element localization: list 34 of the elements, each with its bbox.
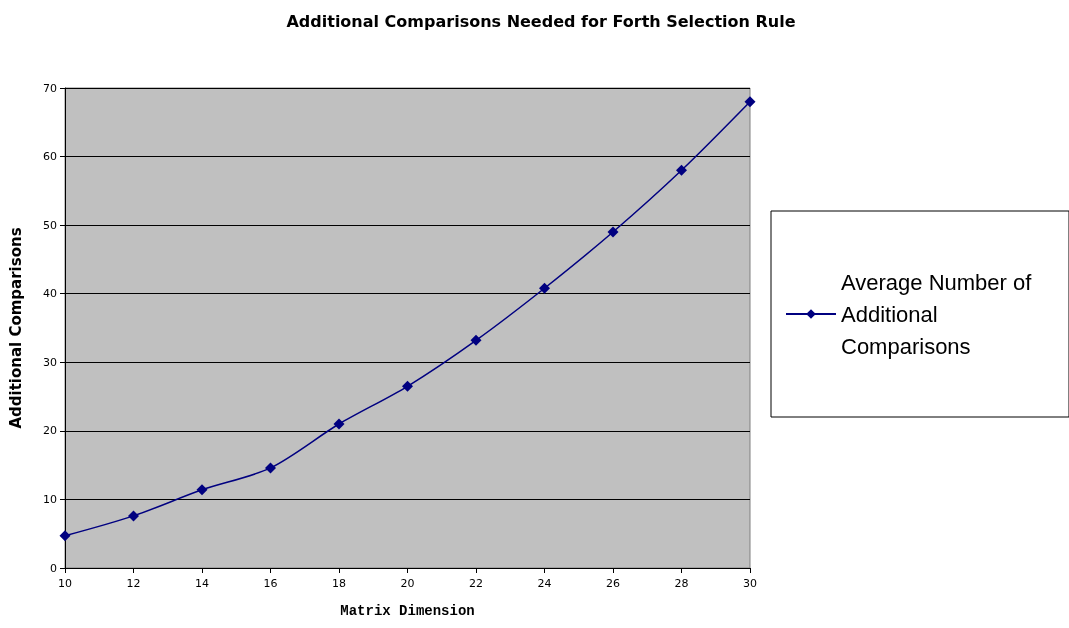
x-tick-label: 22 (469, 577, 483, 590)
x-tick-label: 18 (332, 577, 346, 590)
x-tick-label: 26 (606, 577, 620, 590)
y-tick-label: 30 (43, 355, 57, 369)
y-tick-label: 0 (50, 561, 57, 575)
x-axis-title: Matrix Dimension (340, 603, 475, 619)
y-tick-label: 50 (43, 218, 57, 232)
y-tick-label: 60 (43, 150, 57, 164)
y-tick-label: 40 (43, 287, 57, 301)
point (402, 380, 413, 392)
point (539, 282, 550, 294)
x-tick-label: 12 (126, 577, 141, 590)
legend-label: Average Number of Additional Comparisons (841, 269, 1038, 359)
x-tick-label: 16 (263, 577, 278, 590)
y-axis-title: Additional Comparisons (6, 227, 25, 429)
chart-title: Additional Comparisons Needed for Forth Selection Rule (286, 11, 796, 31)
x-tick-label: 24 (537, 577, 552, 590)
x-tick-label: 30 (743, 577, 757, 590)
point (607, 226, 619, 238)
y-tick-label: 70 (43, 81, 57, 95)
x-tick-label: 28 (674, 577, 689, 590)
point (333, 418, 345, 430)
y-tick-label: 10 (43, 492, 57, 506)
point (265, 462, 276, 474)
point (470, 334, 482, 346)
point (676, 164, 687, 176)
point (196, 484, 208, 496)
y-tick-label: 20 (43, 424, 57, 438)
x-tick-label: 14 (195, 577, 209, 590)
x-tick-label: 20 (400, 577, 415, 590)
point (59, 530, 71, 542)
point (744, 96, 756, 108)
x-tick-label: 10 (58, 577, 72, 590)
point (128, 510, 139, 522)
